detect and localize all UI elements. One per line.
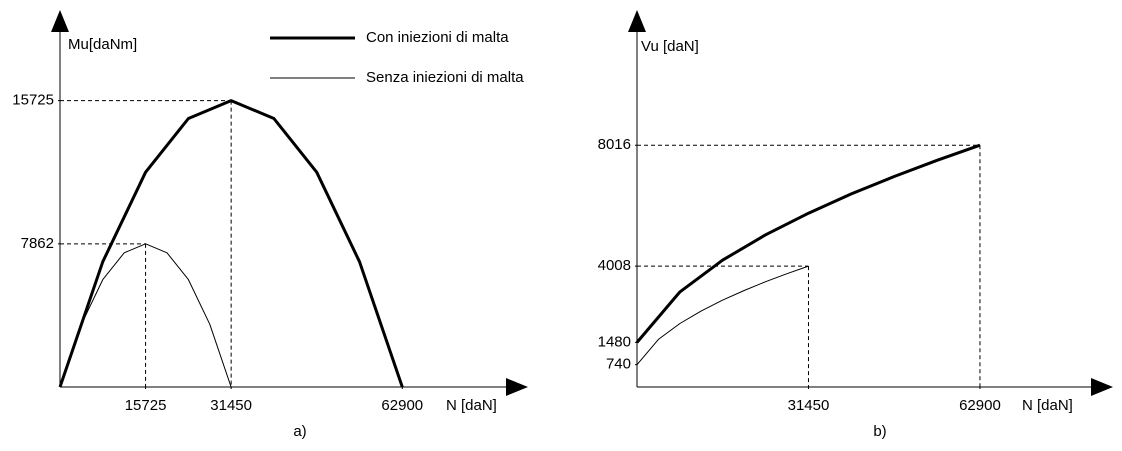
- x-tick-label: 31450: [788, 397, 830, 414]
- y-tick-label: 740: [606, 356, 631, 373]
- data-line: [59, 243, 232, 388]
- x-tick-label: 62900: [381, 397, 423, 414]
- x-tick-label: 15725: [125, 397, 167, 414]
- x-tick-label: 31450: [210, 397, 252, 414]
- y-axis-arrow: [628, 10, 646, 32]
- y-axis-label: Mu[daNm]: [68, 36, 137, 53]
- data-line: [636, 265, 809, 366]
- y-axis-label: Vu [daN]: [641, 38, 699, 55]
- y-axis-arrow: [51, 10, 69, 32]
- x-tick-label: 62900: [959, 397, 1001, 414]
- y-tick-label: 8016: [598, 136, 631, 153]
- caption: b): [873, 423, 886, 440]
- y-tick-label: 7862: [21, 235, 54, 252]
- x-axis-arrow: [506, 378, 528, 396]
- x-axis-arrow: [1091, 378, 1113, 396]
- x-axis-label: N [daN]: [1022, 397, 1073, 414]
- legend-label: Con iniezioni di malta: [366, 29, 509, 46]
- caption: a): [293, 423, 306, 440]
- y-tick-label: 15725: [12, 92, 54, 109]
- legend-label: Senza iniezioni di malta: [366, 69, 524, 86]
- data-line: [58, 99, 404, 388]
- y-tick-label: 4008: [598, 257, 631, 274]
- data-line: [635, 143, 981, 344]
- y-tick-label: 1480: [598, 333, 631, 350]
- x-axis-label: N [daN]: [446, 397, 497, 414]
